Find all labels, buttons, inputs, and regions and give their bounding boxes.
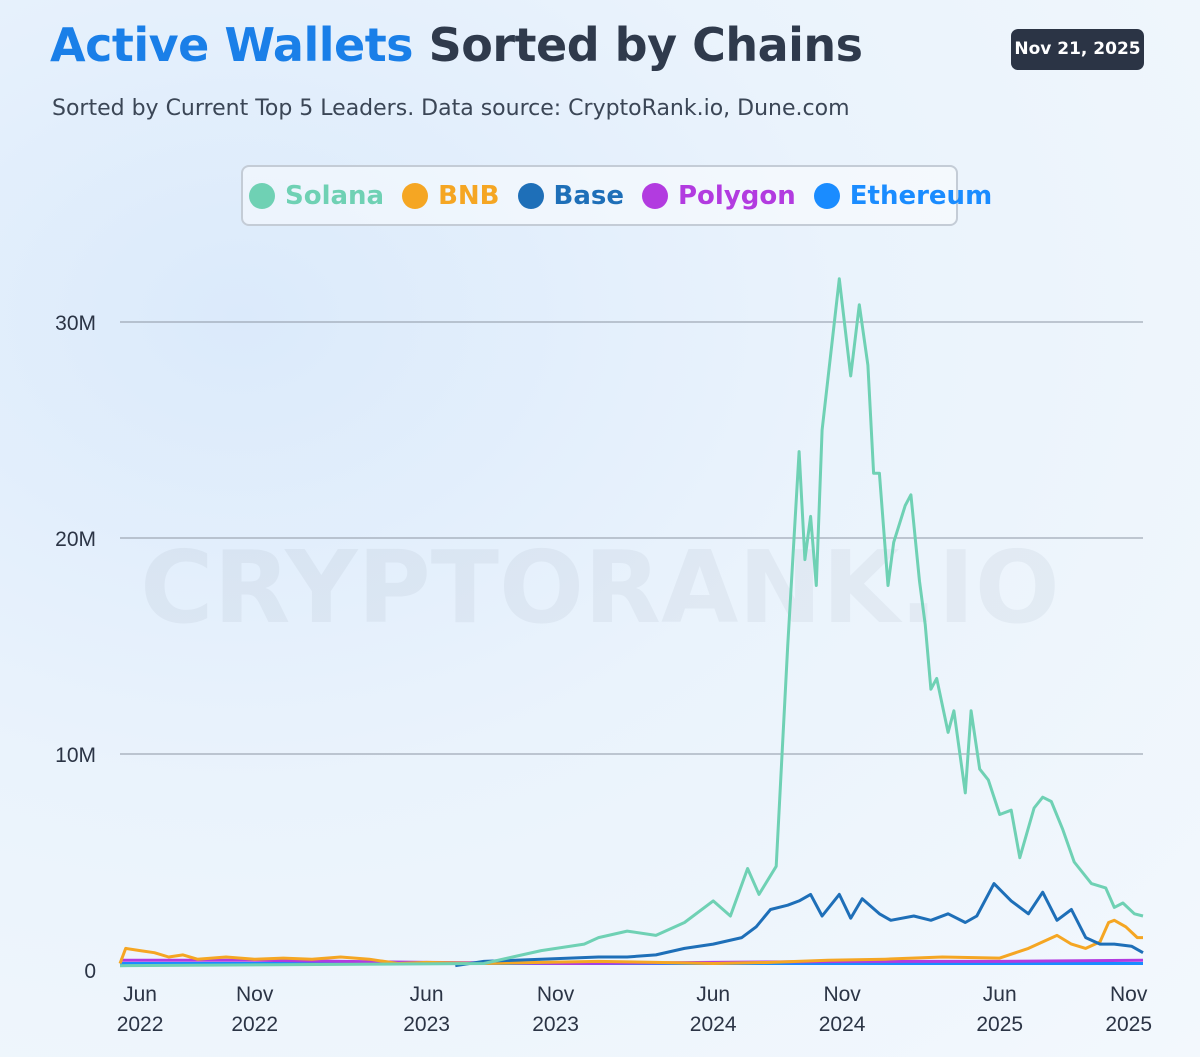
subtitle: Sorted by Current Top 5 Leaders. Data so… [52,96,850,121]
x-tick-year: 2024 [819,1013,866,1036]
legend-label: Ethereum [849,180,993,211]
watermark: CRYPTORANK.IO [140,529,1060,646]
x-tick-month: Jun [410,983,444,1006]
legend-item-ethereum[interactable]: Ethereum [813,180,993,211]
legend-dot-icon [402,182,429,209]
y-tick-label: 0 [84,960,96,983]
legend-item-base[interactable]: Base [517,180,624,211]
y-tick-label: 10M [55,744,96,767]
x-tick-year: 2023 [532,1013,579,1036]
x-tick-month: Jun [696,983,730,1006]
legend-dot-icon [249,182,275,209]
title-rest: Sorted by Chains [428,18,863,72]
x-tick-year: 2025 [1105,1013,1152,1036]
x-tick-month: Jun [983,983,1017,1006]
legend-label: Polygon [678,180,796,211]
x-tick-month: Jun [123,983,157,1006]
x-tick-month: Nov [236,983,274,1006]
legend-dot-icon [642,182,668,209]
y-tick-label: 20M [55,528,96,551]
x-tick-month: Nov [537,983,575,1006]
legend: Solana BNB Base Polygon Ethereum [241,165,992,226]
legend-label: Solana [285,180,385,211]
series-line-solana [119,277,1144,968]
x-tick-year: 2024 [690,1013,737,1036]
legend-item-solana[interactable]: Solana [249,181,384,211]
title-accent: Active Wallets [50,18,414,72]
y-tick-label: 30M [55,312,96,335]
series-line-base [455,882,1144,968]
legend-label: Base [553,180,624,211]
legend-dot-icon [517,182,544,209]
legend-item-bnb[interactable]: BNB [402,180,500,211]
legend-dot-icon [813,182,840,209]
legend-item-polygon[interactable]: Polygon [642,181,796,211]
page-title: Active Wallets Sorted by Chains [50,18,863,72]
x-tick-year: 2022 [117,1013,164,1036]
x-tick-month: Nov [1110,983,1148,1006]
series-line-bnb [118,918,1143,965]
date-badge: Nov 21, 2025 [1011,29,1144,70]
x-tick-year: 2025 [976,1013,1023,1036]
legend-label: BNB [438,180,500,211]
x-tick-year: 2023 [403,1013,450,1036]
x-tick-year: 2022 [231,1013,278,1036]
x-tick-month: Nov [823,983,861,1006]
